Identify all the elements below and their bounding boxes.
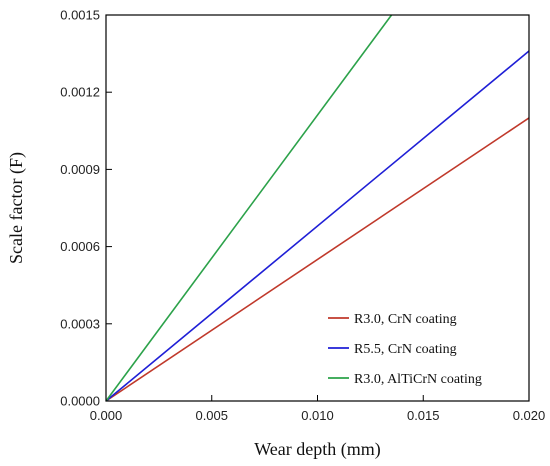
series-line-2 bbox=[105, 50, 530, 402]
legend-label-3: R3.0, AlTiCrN coating bbox=[354, 372, 482, 387]
y-tick-label: 0.0006 bbox=[60, 239, 100, 254]
x-axis-ticks: 0.000 0.005 0.010 0.015 0.020 bbox=[90, 395, 546, 423]
y-tick-label: 0.0009 bbox=[60, 162, 100, 177]
x-tick-label: 0.020 bbox=[513, 408, 546, 423]
x-tick-label: 0.010 bbox=[301, 408, 334, 423]
legend-label-2: R5.5, CrN coating bbox=[354, 342, 457, 357]
plot-lines bbox=[105, 14, 530, 402]
plot-frame bbox=[105, 14, 530, 402]
x-axis-title: Wear depth (mm) bbox=[254, 439, 381, 460]
x-tick-label: 0.000 bbox=[90, 408, 123, 423]
series-line-3 bbox=[105, 14, 393, 402]
legend: R3.0, CrN coating R5.5, CrN coating R3.0, … bbox=[328, 312, 482, 387]
x-tick-label: 0.015 bbox=[407, 408, 440, 423]
series-line-1 bbox=[105, 117, 530, 402]
y-tick-label: 0.0015 bbox=[60, 8, 100, 23]
y-tick-label: 0.0003 bbox=[60, 316, 100, 331]
y-axis-ticks: 0.0000 0.0003 0.0006 0.0009 0.0012 0.0015 bbox=[60, 8, 112, 409]
y-tick-label: 0.0012 bbox=[60, 85, 100, 100]
x-tick-label: 0.005 bbox=[195, 408, 228, 423]
legend-label-1: R3.0, CrN coating bbox=[354, 312, 457, 327]
y-axis-title: Scale factor (F) bbox=[6, 152, 27, 264]
y-tick-label: 0.0000 bbox=[60, 394, 100, 409]
